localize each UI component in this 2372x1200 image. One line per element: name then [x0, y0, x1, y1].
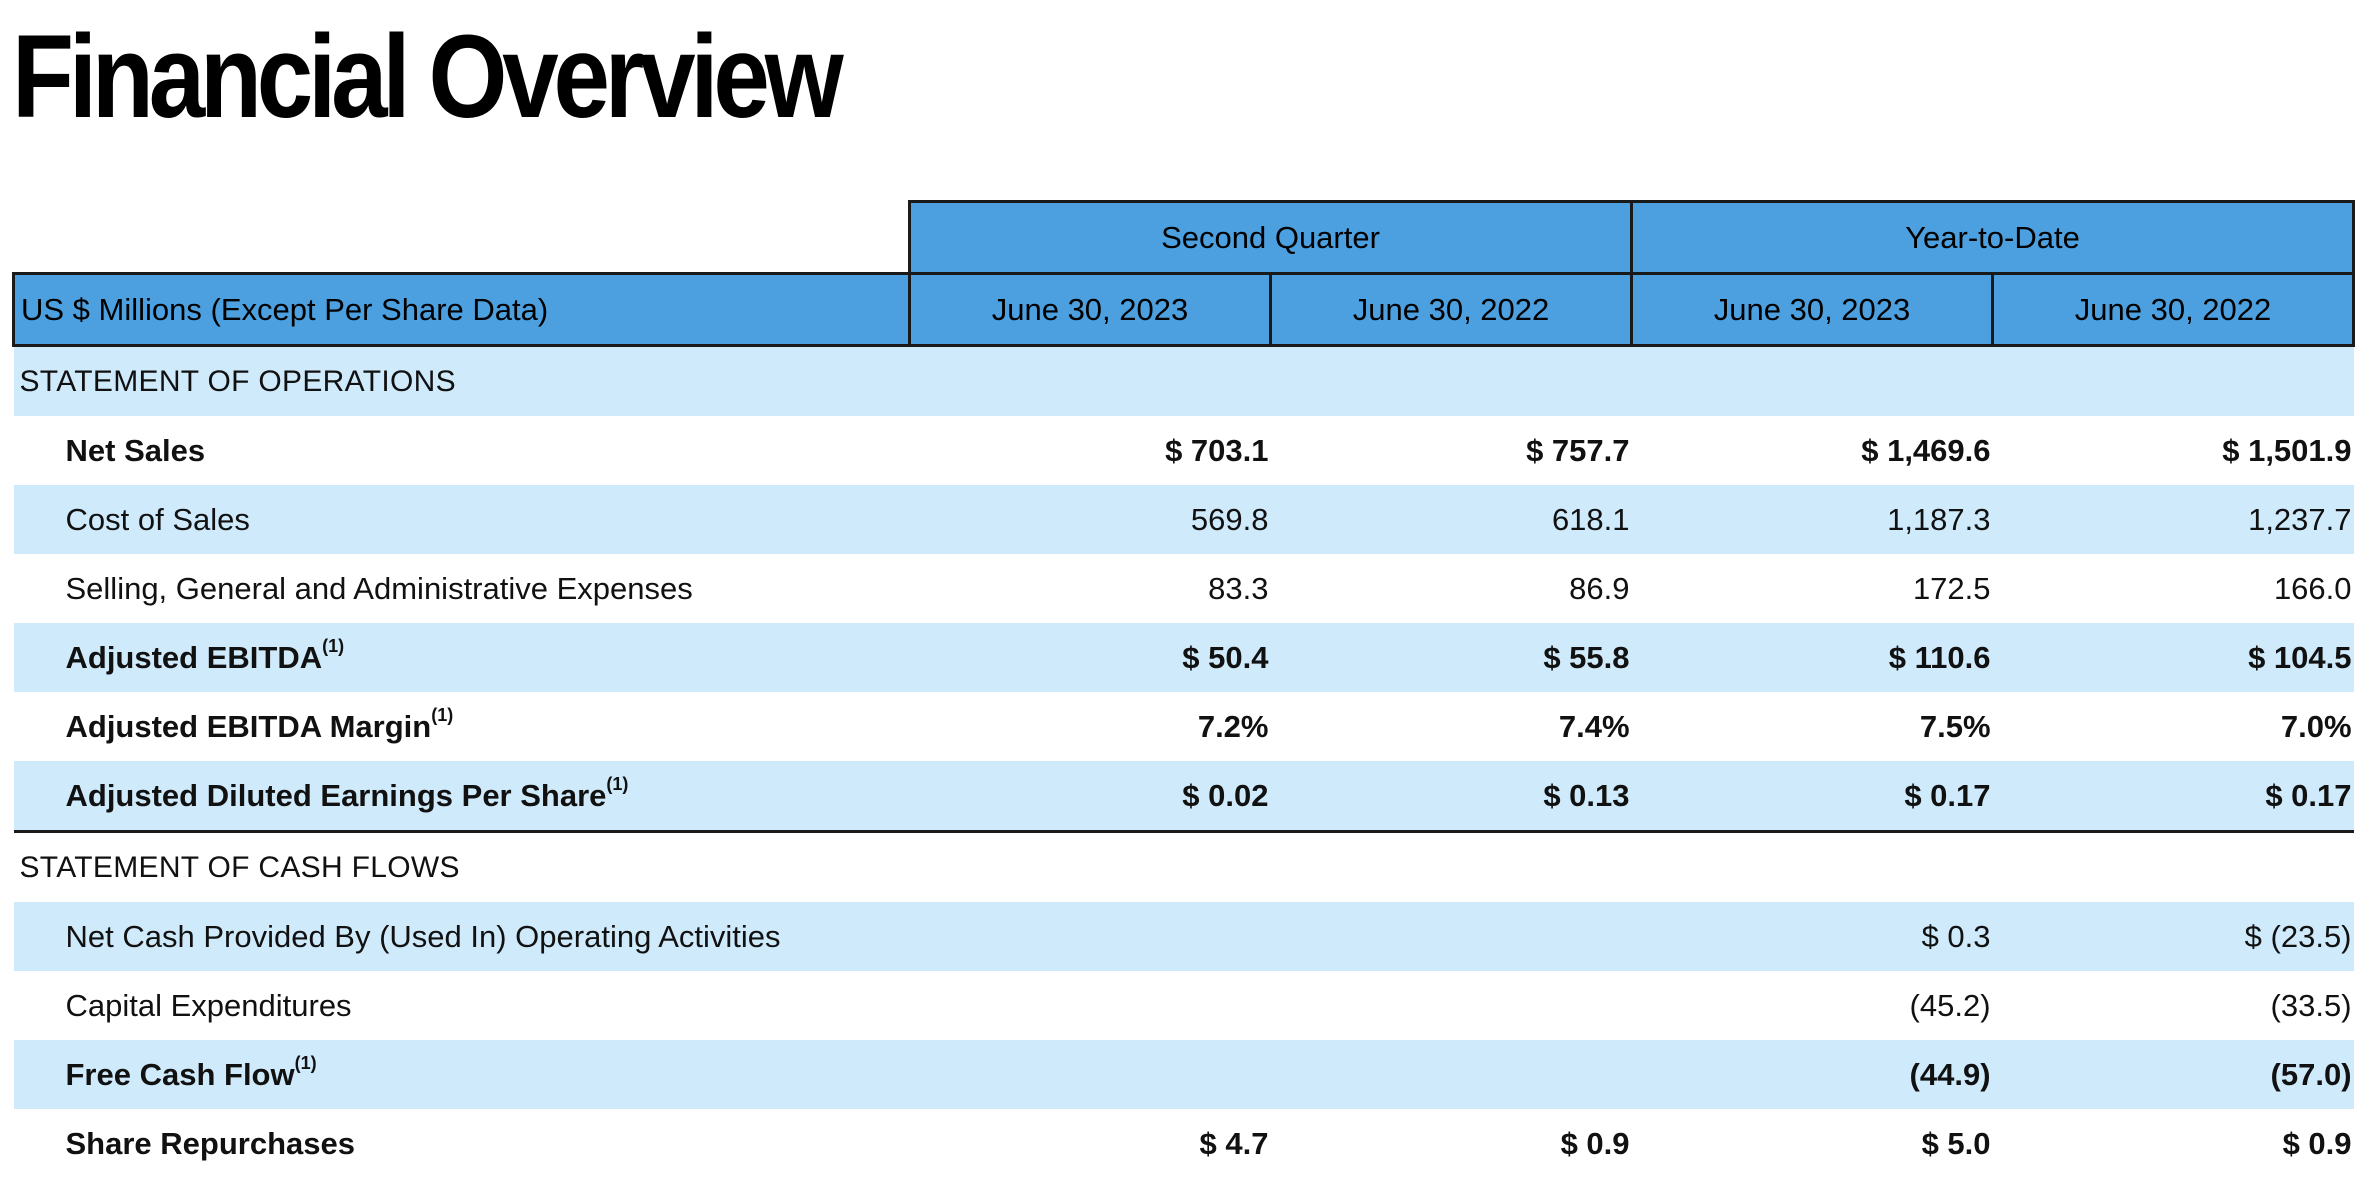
table-row-share-repurchases: Share Repurchases $ 4.7 $ 0.9 $ 5.0 $ 0.…: [13, 1109, 2354, 1178]
cell-value: $ 0.02: [909, 761, 1271, 832]
cell-value: 618.1: [1270, 485, 1632, 554]
column-header-ytd-2022: June 30, 2022: [1991, 272, 2356, 347]
cell-value: (57.0): [1992, 1040, 2354, 1109]
table-row-capex: Capital Expenditures (45.2) (33.5): [13, 971, 2354, 1040]
cell-value: $ 0.13: [1270, 761, 1632, 832]
row-label-text: Free Cash Flow: [65, 1056, 295, 1092]
cell-value: $ 0.17: [1992, 761, 2354, 832]
row-label: Cost of Sales: [13, 485, 910, 554]
cell-value: 86.9: [1270, 554, 1632, 623]
cell-value: $ 5.0: [1631, 1109, 1993, 1178]
row-label-with-footnote: Adjusted EBITDA(1): [13, 623, 910, 692]
section-header-operations: STATEMENT OF OPERATIONS: [13, 345, 2354, 416]
section-title: STATEMENT OF CASH FLOWS: [13, 830, 2354, 902]
row-label: Selling, General and Administrative Expe…: [13, 554, 910, 623]
cell-value: [1270, 971, 1632, 1040]
table-row-net-sales: Net Sales $ 703.1 $ 757.7 $ 1,469.6 $ 1,…: [13, 416, 2354, 485]
cell-value: $ 757.7: [1270, 416, 1632, 485]
cell-value: $ 50.4: [909, 623, 1271, 692]
cell-value: $ 1,469.6: [1631, 416, 1993, 485]
cell-value: 1,237.7: [1992, 485, 2354, 554]
table-row-sga: Selling, General and Administrative Expe…: [13, 554, 2354, 623]
table-row-free-cash-flow: Free Cash Flow(1) (44.9) (57.0): [13, 1040, 2354, 1109]
group-header-year-to-date: Year-to-Date: [1630, 200, 2356, 275]
row-label: Net Cash Provided By (Used In) Operating…: [13, 902, 910, 971]
cell-value: [1270, 1040, 1632, 1109]
cell-value: 7.5%: [1631, 692, 1993, 761]
table-row-adjusted-eps: Adjusted Diluted Earnings Per Share(1) $…: [13, 761, 2354, 832]
cell-value: $ 110.6: [1631, 623, 1993, 692]
cell-value: 7.4%: [1270, 692, 1632, 761]
row-label-with-footnote: Free Cash Flow(1): [13, 1040, 910, 1109]
row-label: Share Repurchases: [13, 1109, 910, 1178]
cell-value: $ 1,501.9: [1992, 416, 2354, 485]
table-row-cost-of-sales: Cost of Sales 569.8 618.1 1,187.3 1,237.…: [13, 485, 2354, 554]
cell-value: 83.3: [909, 554, 1271, 623]
section-title: STATEMENT OF OPERATIONS: [13, 345, 2354, 416]
cell-value: [909, 1040, 1271, 1109]
row-label: Net Sales: [13, 416, 910, 485]
cell-value: 569.8: [909, 485, 1271, 554]
footnote-marker: (1): [322, 635, 345, 656]
cell-value: $ 0.9: [1270, 1109, 1632, 1178]
cell-value: (45.2): [1631, 971, 1993, 1040]
cell-value: $ 0.3: [1631, 902, 1993, 971]
cell-value: 7.2%: [909, 692, 1271, 761]
cell-value: $ 0.17: [1631, 761, 1993, 832]
cell-value: $ (23.5): [1992, 902, 2354, 971]
cell-value: $ 55.8: [1270, 623, 1632, 692]
label-column-header: US $ Millions (Except Per Share Data): [12, 272, 911, 347]
cell-value: 172.5: [1631, 554, 1993, 623]
cell-value: [1270, 902, 1632, 971]
cell-value: [909, 971, 1271, 1040]
cell-value: $ 104.5: [1992, 623, 2354, 692]
financial-table: Second Quarter Year-to-Date US $ Million…: [12, 200, 2356, 1178]
section-header-cash-flows: STATEMENT OF CASH FLOWS: [13, 830, 2354, 902]
table-row-operating-cash: Net Cash Provided By (Used In) Operating…: [13, 902, 2354, 971]
group-header-second-quarter: Second Quarter: [907, 200, 1634, 275]
cell-value: 7.0%: [1992, 692, 2354, 761]
row-label: Capital Expenditures: [13, 971, 910, 1040]
cell-value: $ 4.7: [909, 1109, 1271, 1178]
cell-value: (44.9): [1631, 1040, 1993, 1109]
footnote-marker: (1): [294, 1052, 317, 1073]
footnote-marker: (1): [431, 704, 454, 725]
row-label-text: Adjusted EBITDA Margin: [65, 708, 432, 744]
cell-value: $ 0.9: [1992, 1109, 2354, 1178]
row-label-with-footnote: Adjusted EBITDA Margin(1): [13, 692, 910, 761]
header-blank-cell: [13, 201, 910, 275]
column-header-ytd-2023: June 30, 2023: [1630, 272, 1995, 347]
cell-value: 166.0: [1992, 554, 2354, 623]
table-row-adjusted-ebitda-margin: Adjusted EBITDA Margin(1) 7.2% 7.4% 7.5%…: [13, 692, 2354, 761]
row-label-with-footnote: Adjusted Diluted Earnings Per Share(1): [13, 761, 910, 832]
table-row-adjusted-ebitda: Adjusted EBITDA(1) $ 50.4 $ 55.8 $ 110.6…: [13, 623, 2354, 692]
cell-value: (33.5): [1992, 971, 2354, 1040]
column-header-q2-2023: June 30, 2023: [908, 272, 1272, 347]
cell-value: [909, 902, 1271, 971]
cell-value: 1,187.3: [1631, 485, 1993, 554]
cell-value: $ 703.1: [909, 416, 1271, 485]
row-label-text: Adjusted EBITDA: [65, 639, 323, 675]
footnote-marker: (1): [606, 773, 629, 794]
page-title: Financial Overview: [12, 11, 844, 143]
column-header-q2-2022: June 30, 2022: [1268, 272, 1634, 347]
row-label-text: Adjusted Diluted Earnings Per Share: [65, 777, 607, 813]
